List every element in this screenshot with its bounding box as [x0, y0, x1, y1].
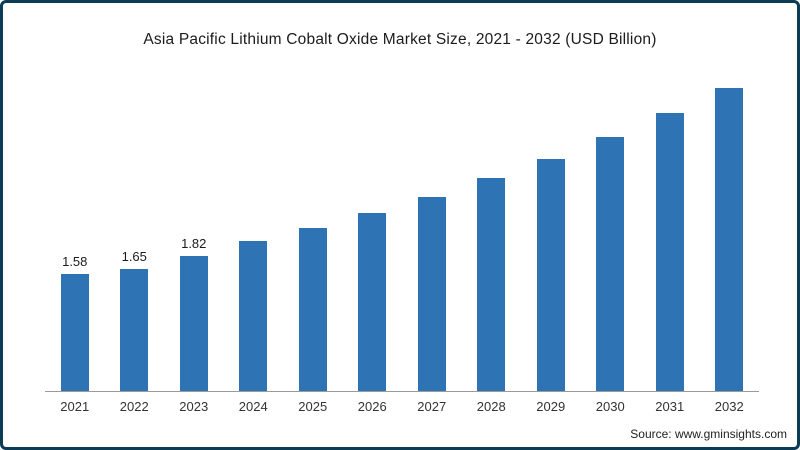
bar-column-2022: 1.65	[105, 249, 165, 391]
bar-2031	[655, 113, 684, 391]
bar-value-label-2023: 1.82	[181, 236, 207, 251]
bar-2030	[596, 137, 625, 391]
chart-body: 1.58 1.65 1.82 2021 2022 2023 2024 2025 2026 202…	[45, 51, 759, 414]
x-tick-2021: 2021	[60, 399, 90, 414]
bar-2022	[120, 269, 149, 391]
bar-column-2021: 1.58	[45, 254, 105, 391]
bar-value-label-2022: 1.65	[121, 249, 147, 264]
x-tick-2032: 2032	[714, 399, 744, 414]
x-tick-2031: 2031	[655, 399, 685, 414]
bar-2021	[60, 274, 89, 391]
x-tick-2023: 2023	[179, 399, 209, 414]
bar-2027	[417, 197, 446, 391]
bar-column-2023: 1.82	[164, 236, 224, 391]
bar-column-2026	[343, 213, 403, 391]
bar-column-2029	[521, 159, 581, 391]
bar-column-2030	[581, 137, 641, 391]
x-tick-2026: 2026	[357, 399, 387, 414]
bar-chart-plot: 1.58 1.65 1.82	[45, 51, 759, 391]
source-text: Source: www.gminsights.com	[630, 427, 787, 441]
bar-column-2032	[700, 88, 760, 391]
bar-2024	[239, 241, 268, 391]
bar-2026	[358, 213, 387, 391]
bar-2028	[477, 178, 506, 391]
x-tick-2027: 2027	[417, 399, 447, 414]
bar-2029	[536, 159, 565, 391]
bar-value-label-2021: 1.58	[62, 254, 88, 269]
x-tick-2022: 2022	[119, 399, 149, 414]
bar-column-2027	[402, 197, 462, 391]
bar-column-2024	[224, 241, 284, 391]
x-tick-2028: 2028	[476, 399, 506, 414]
x-tick-2030: 2030	[595, 399, 625, 414]
chart-title: Asia Pacific Lithium Cobalt Oxide Market…	[143, 31, 657, 48]
bar-2025	[298, 228, 327, 391]
x-axis: 2021 2022 2023 2024 2025 2026 2027 2028 2029 2030…	[45, 391, 759, 414]
bar-2023	[179, 256, 208, 391]
x-tick-2025: 2025	[298, 399, 328, 414]
bar-2032	[715, 88, 744, 391]
x-tick-2024: 2024	[238, 399, 268, 414]
bar-column-2028	[462, 178, 522, 391]
bar-column-2031	[640, 113, 700, 391]
bar-column-2025	[283, 228, 343, 391]
x-tick-2029: 2029	[536, 399, 566, 414]
